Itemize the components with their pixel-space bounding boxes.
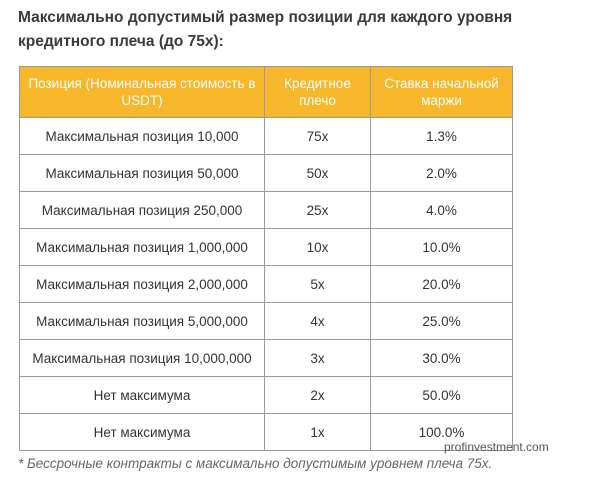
cell-position: Максимальная позиция 50,000 [19, 154, 265, 192]
header-leverage: Кредитное плечо [264, 66, 371, 118]
cell-margin-rate: 50.0% [370, 376, 513, 414]
cell-leverage: 75x [264, 117, 371, 155]
cell-margin-rate: 1.3% [370, 117, 513, 155]
table-row: Нет максимума 1x 100.0% [19, 413, 513, 451]
cell-leverage: 25x [264, 191, 371, 229]
cell-position: Максимальная позиция 5,000,000 [19, 302, 265, 340]
page-heading: Максимально допустимый размер позиции дл… [18, 9, 513, 50]
leverage-table: Позиция (Номинальная стоимость в USDT) К… [19, 66, 513, 451]
cell-leverage: 10x [264, 228, 371, 266]
cell-margin-rate: 20.0% [370, 265, 513, 303]
cell-position: Нет максимума [19, 376, 265, 414]
cell-leverage: 2x [264, 376, 371, 414]
cell-leverage: 3x [264, 339, 371, 377]
cell-margin-rate: 100.0% [370, 413, 513, 451]
cell-position: Нет максимума [19, 413, 265, 451]
table-row: Максимальная позиция 10,000,000 3x 30.0% [19, 339, 513, 377]
table-row: Максимальная позиция 1,000,000 10x 10.0% [19, 228, 513, 266]
header-position: Позиция (Номинальная стоимость в USDT) [19, 66, 265, 118]
cell-margin-rate: 10.0% [370, 228, 513, 266]
header-initial-margin: Ставка начальной маржи [370, 66, 513, 118]
site-watermark: profinvestment.com [444, 440, 549, 454]
cell-position: Максимальная позиция 10,000,000 [19, 339, 265, 377]
cell-margin-rate: 30.0% [370, 339, 513, 377]
table-row: Максимальная позиция 50,000 50x 2.0% [19, 154, 513, 192]
table-row: Нет максимума 2x 50.0% [19, 376, 513, 414]
cell-leverage: 5x [264, 265, 371, 303]
cell-leverage: 50x [264, 154, 371, 192]
cell-margin-rate: 2.0% [370, 154, 513, 192]
cell-position: Максимальная позиция 2,000,000 [19, 265, 265, 303]
cell-position: Максимальная позиция 250,000 [19, 191, 265, 229]
table-row: Максимальная позиция 250,000 25x 4.0% [19, 191, 513, 229]
cell-leverage: 4x [264, 302, 371, 340]
table-row: Максимальная позиция 10,000 75x 1.3% [19, 117, 513, 155]
cell-leverage: 1x [264, 413, 371, 451]
cell-margin-rate: 25.0% [370, 302, 513, 340]
footnote: * Бессрочные контракты с максимально доп… [18, 456, 493, 471]
cell-position: Максимальная позиция 10,000 [19, 117, 265, 155]
cell-margin-rate: 4.0% [370, 191, 513, 229]
table-row: Максимальная позиция 2,000,000 5x 20.0% [19, 265, 513, 303]
table-header: Позиция (Номинальная стоимость в USDT) К… [19, 66, 513, 118]
table-row: Максимальная позиция 5,000,000 4x 25.0% [19, 302, 513, 340]
table-body: Максимальная позиция 10,000 75x 1.3% Мак… [19, 117, 513, 451]
cell-position: Максимальная позиция 1,000,000 [19, 228, 265, 266]
header-row: Позиция (Номинальная стоимость в USDT) К… [19, 66, 513, 118]
